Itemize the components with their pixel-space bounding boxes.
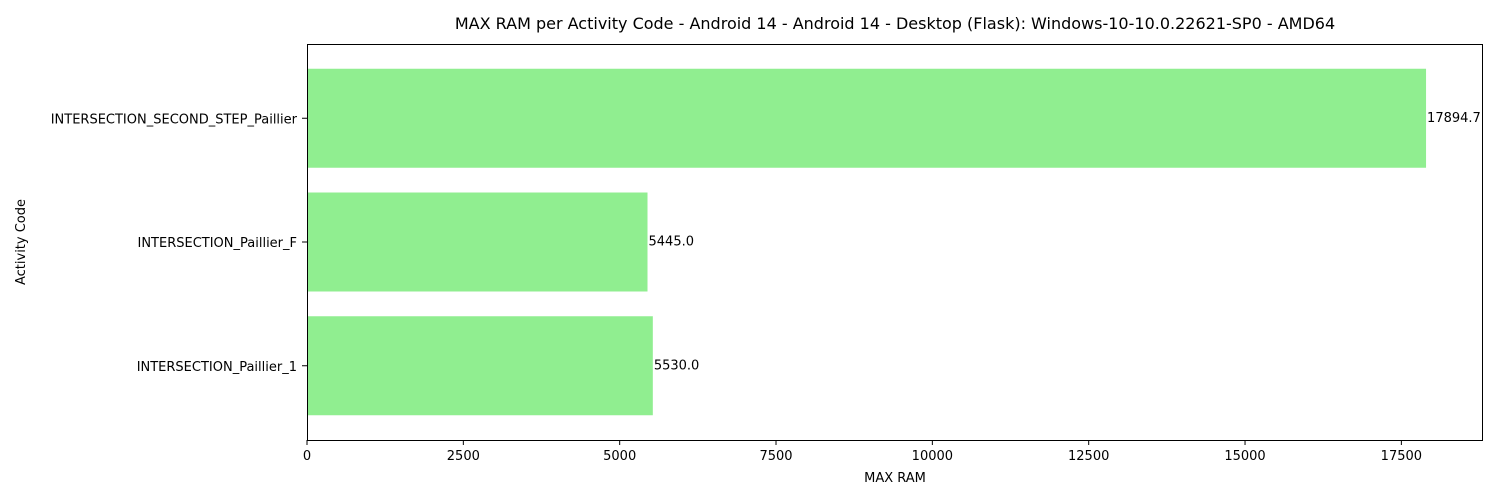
x-tick-label: 17500 <box>1381 449 1422 464</box>
x-tick-label: 0 <box>303 449 311 464</box>
y-tick-label: INTERSECTION_Paillier_F <box>137 236 297 251</box>
x-tick-label: 15000 <box>1224 449 1265 464</box>
y-tick-label: INTERSECTION_Paillier_1 <box>137 360 297 375</box>
bar-INTERSECTION_SECOND_STEP_Paillier <box>307 68 1427 168</box>
chart-title: MAX RAM per Activity Code - Android 14 -… <box>455 14 1335 33</box>
y-axis-ticks: INTERSECTION_SECOND_STEP_Paillier INTERSE… <box>51 112 307 375</box>
plot-frame <box>307 44 1483 441</box>
bar-INTERSECTION_Paillier_F <box>307 192 648 292</box>
x-tick-label: 7500 <box>759 449 792 464</box>
data-label-INTERSECTION_SECOND_STEP_Paillier: 17894.7 <box>1427 111 1481 126</box>
x-axis-label: MAX RAM <box>864 471 926 486</box>
data-label-INTERSECTION_Paillier_1: 5530.0 <box>654 358 700 373</box>
data-labels-layer: 17894.7 5445.0 5530.0 <box>649 111 1481 374</box>
bar-INTERSECTION_Paillier_1 <box>307 316 653 416</box>
x-tick-label: 5000 <box>603 449 636 464</box>
y-tick-label: INTERSECTION_SECOND_STEP_Paillier <box>51 112 298 127</box>
x-axis-ticks: 0 2500 5000 7500 10000 12500 15000 17500 <box>303 440 1422 464</box>
x-tick-label: 10000 <box>912 449 953 464</box>
data-label-INTERSECTION_Paillier_F: 5445.0 <box>649 235 695 250</box>
x-tick-label: 12500 <box>1068 449 1109 464</box>
x-tick-label: 2500 <box>447 449 480 464</box>
y-axis-label: Activity Code <box>14 199 29 285</box>
bars-layer <box>307 68 1427 416</box>
